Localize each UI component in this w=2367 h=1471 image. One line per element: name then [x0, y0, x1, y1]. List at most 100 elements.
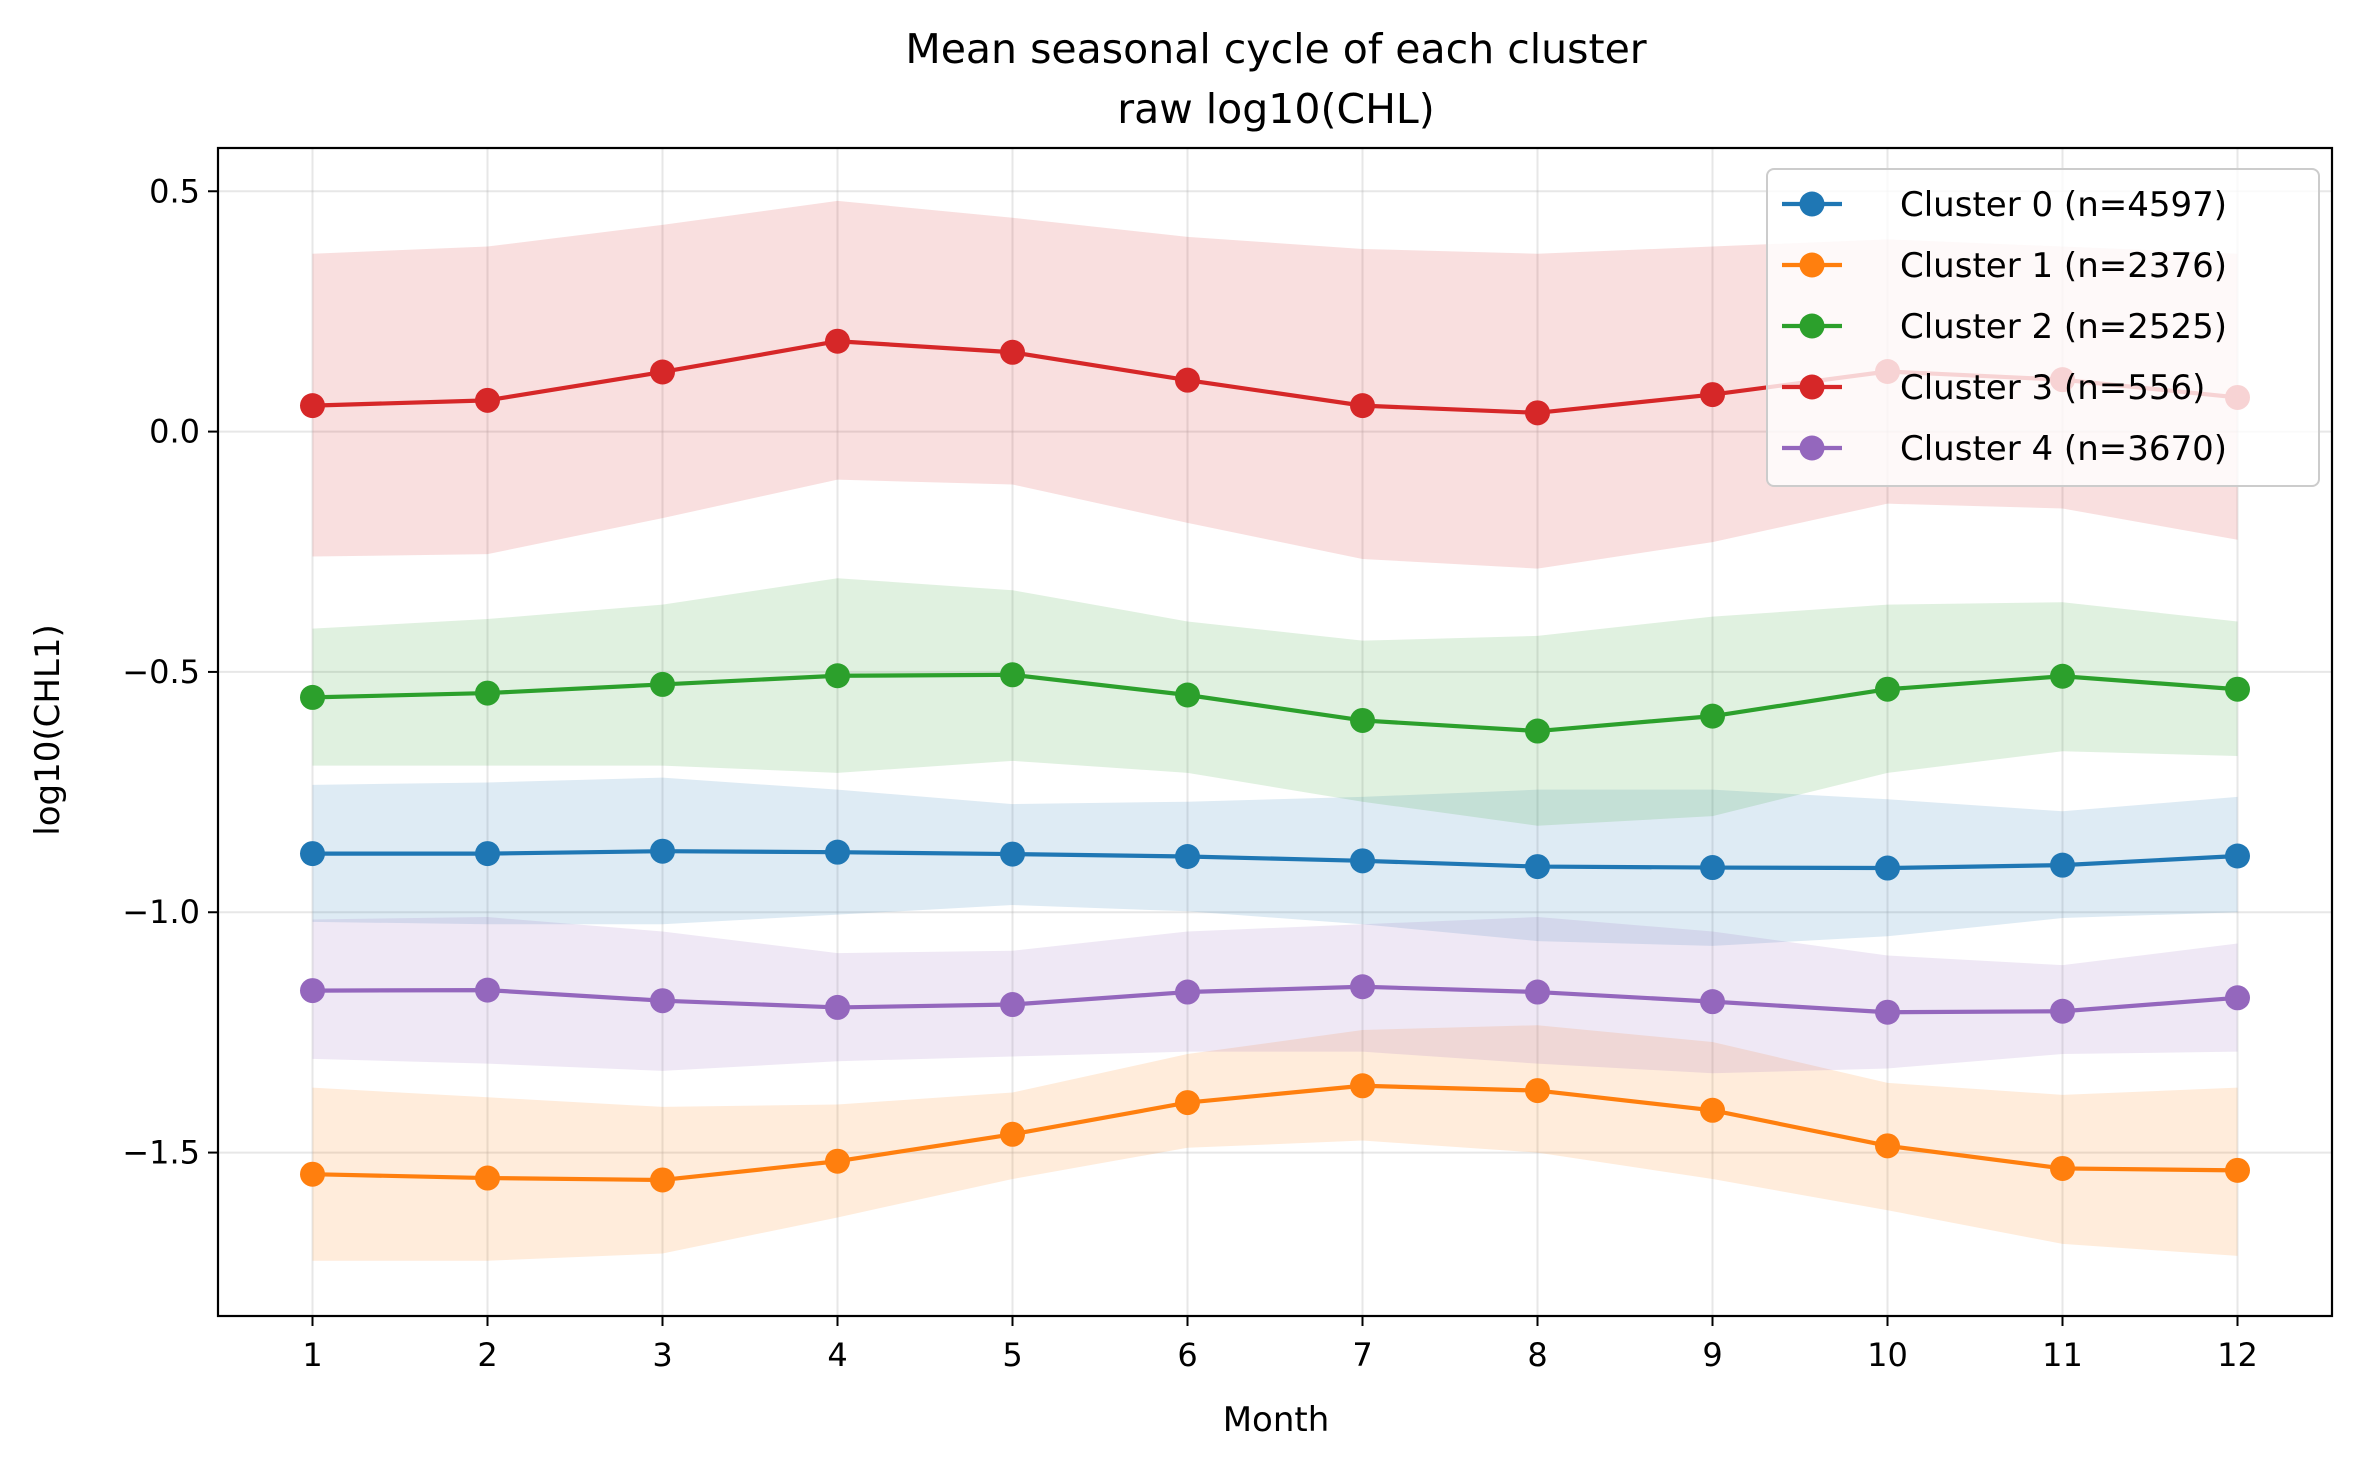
data-point: [825, 328, 850, 354]
data-point: [2050, 998, 2075, 1024]
y-tick-label: −0.5: [122, 653, 200, 691]
data-point: [2225, 676, 2250, 702]
series-band-cluster-1: [312, 1025, 2238, 1261]
data-point: [1350, 707, 1375, 733]
data-point: [650, 671, 675, 697]
series-line-cluster-1: [312, 1083, 2238, 1183]
data-point: [1350, 848, 1375, 874]
x-tick-label: 3: [652, 1336, 672, 1374]
data-point: [1175, 1090, 1200, 1116]
data-point: [1700, 1097, 1725, 1123]
data-point: [1700, 703, 1725, 729]
series-cluster-4: [300, 974, 2250, 1025]
x-tick-label: 7: [1352, 1336, 1372, 1374]
x-tick-label: 10: [1867, 1336, 1908, 1374]
legend-entry-cluster-0: Cluster 0 (n=4597): [1782, 185, 2227, 225]
legend-label: Cluster 0 (n=4597): [1900, 185, 2227, 225]
data-point: [1000, 662, 1025, 688]
data-point: [1175, 367, 1200, 393]
data-point: [2225, 1157, 2250, 1183]
y-tick-label: 0.0: [149, 413, 200, 451]
data-point: [300, 1161, 325, 1187]
data-point: [1875, 999, 1900, 1025]
data-point: [1000, 992, 1025, 1018]
data-point: [1000, 339, 1025, 365]
data-point: [475, 977, 500, 1003]
data-point: [825, 839, 850, 865]
x-axis-label: Month: [1223, 1400, 1330, 1440]
y-axis-label: log10(CHL1): [28, 624, 68, 836]
legend-label: Cluster 4 (n=3670): [1900, 429, 2227, 469]
series-line-cluster-2: [312, 672, 2238, 734]
data-point: [1350, 1073, 1375, 1099]
series-cluster-1: [300, 1073, 2250, 1193]
data-point: [1525, 400, 1550, 426]
data-point: [1175, 979, 1200, 1005]
data-point: [1350, 974, 1375, 1000]
series-cluster-2: [300, 662, 2250, 744]
legend-label: Cluster 1 (n=2376): [1900, 246, 2227, 286]
x-tick-label: 9: [1702, 1336, 1722, 1374]
data-point: [1525, 718, 1550, 744]
data-point: [300, 978, 325, 1004]
x-tick-label: 11: [2042, 1336, 2083, 1374]
x-tick-label: 8: [1527, 1336, 1547, 1374]
legend-entry-cluster-1: Cluster 1 (n=2376): [1782, 246, 2227, 286]
data-point: [650, 988, 675, 1014]
data-point: [1525, 979, 1550, 1005]
x-tick-label: 6: [1177, 1336, 1197, 1374]
data-point: [475, 680, 500, 706]
series-band-cluster-3: [312, 200, 2238, 569]
series-bands: [312, 200, 2238, 1261]
legend-label: Cluster 3 (n=556): [1900, 368, 2205, 408]
data-point: [475, 1165, 500, 1191]
axes-frame: [216, 146, 2334, 1318]
series-cluster-0: [300, 838, 2250, 881]
series-band-cluster-4: [312, 917, 2238, 1074]
data-point: [300, 684, 325, 710]
legend: Cluster 0 (n=4597) Cluster 1 (n=2376) Clus…: [1766, 168, 2320, 487]
series-line-cluster-0: [312, 849, 2238, 871]
data-point: [825, 663, 850, 689]
legend-box: [1766, 168, 2320, 487]
data-point: [1875, 676, 1900, 702]
data-point: [1000, 1121, 1025, 1147]
legend-marker: [1799, 313, 1825, 339]
legend-marker: [1799, 374, 1825, 400]
data-point: [2050, 663, 2075, 689]
x-tick-label: 5: [1002, 1336, 1022, 1374]
data-point: [1875, 855, 1900, 881]
y-tick-label: −1.5: [122, 1134, 200, 1172]
data-point: [1000, 841, 1025, 867]
data-point: [1175, 843, 1200, 869]
data-point: [475, 387, 500, 413]
legend-label: Cluster 2 (n=2525): [1900, 307, 2227, 347]
data-point: [300, 841, 325, 867]
legend-marker: [1799, 252, 1825, 278]
data-point: [650, 838, 675, 864]
data-point: [2050, 852, 2075, 878]
data-point: [1700, 989, 1725, 1015]
data-point: [825, 994, 850, 1020]
x-axis-ticks: 1 2 3 4 5 6 7 8 9 10 11 12: [302, 1316, 2258, 1374]
series-lines: [300, 328, 2250, 1193]
series-line-cluster-4: [312, 984, 2238, 1015]
data-point: [475, 841, 500, 867]
plot-frame: [216, 146, 2334, 1318]
data-point: [1350, 393, 1375, 419]
series-band-cluster-0: [312, 777, 2238, 946]
data-point: [1525, 854, 1550, 880]
x-tick-label: 4: [827, 1336, 847, 1374]
data-point: [650, 359, 675, 385]
legend-entry-cluster-3: Cluster 3 (n=556): [1782, 368, 2205, 408]
data-point: [1700, 382, 1725, 408]
legend-entry-cluster-4: Cluster 4 (n=3670): [1782, 429, 2227, 469]
data-point: [2050, 1155, 2075, 1181]
data-point: [2225, 985, 2250, 1011]
chart-subtitle: raw log10(CHL): [1117, 85, 1435, 133]
y-tick-label: −1.0: [122, 893, 200, 931]
legend-entry-cluster-2: Cluster 2 (n=2525): [1782, 307, 2227, 347]
x-tick-label: 12: [2217, 1336, 2258, 1374]
x-tick-label: 2: [477, 1336, 497, 1374]
